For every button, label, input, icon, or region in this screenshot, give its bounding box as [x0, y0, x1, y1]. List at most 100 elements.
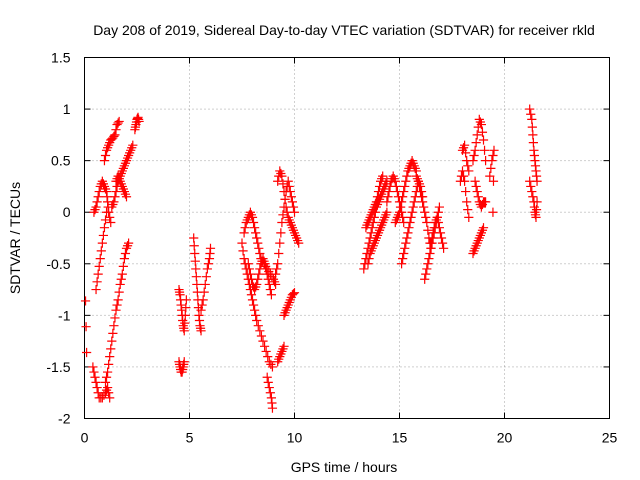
data-point: [95, 254, 105, 264]
data-point: [98, 230, 108, 241]
data-point: [383, 192, 393, 202]
data-point: [180, 318, 190, 328]
data-point: [428, 228, 438, 238]
data-point: [526, 109, 536, 119]
data-point: [422, 217, 432, 228]
data-point: [104, 359, 114, 369]
data-point: [422, 264, 432, 274]
data-point: [119, 254, 129, 264]
data-point: [106, 344, 116, 354]
data-point: [531, 205, 542, 215]
data-point: [461, 186, 471, 197]
data-point: [279, 341, 289, 351]
data-point: [401, 176, 411, 186]
data-point: [419, 202, 429, 212]
data-point: [384, 186, 394, 197]
data-point: [404, 223, 414, 233]
data-point: [423, 225, 433, 235]
data-point: [245, 269, 255, 279]
data-point: [394, 207, 405, 217]
data-point: [425, 248, 435, 259]
data-point: [273, 176, 283, 186]
data-point: [283, 176, 293, 186]
data-point: [252, 315, 262, 326]
data-point: [251, 228, 261, 238]
data-point: [191, 272, 201, 282]
data-point: [94, 186, 104, 197]
y-axis-label: SDTVAR / TECUs: [7, 182, 23, 294]
data-point: [289, 288, 300, 298]
data-point: [261, 264, 271, 274]
data-point: [110, 130, 120, 140]
data-point: [124, 238, 134, 248]
data-point: [525, 104, 535, 114]
data-point: [263, 274, 273, 284]
data-point: [128, 140, 138, 150]
data-point: [478, 135, 489, 145]
data-point: [472, 186, 482, 197]
data-point: [197, 300, 207, 310]
data-point: [117, 269, 127, 279]
y-tick-label: 0.5: [51, 153, 71, 169]
y-tick-label: 1: [63, 101, 71, 117]
data-point: [276, 228, 286, 238]
data-point: [414, 181, 425, 192]
y-axis: -2 -1.5 -1 -0.5 0 0.5 1 1.5: [46, 50, 610, 427]
data-point: [100, 215, 111, 225]
data-point: [277, 217, 287, 228]
data-point: [267, 403, 278, 413]
data-point: [382, 207, 392, 217]
data-point: [281, 202, 291, 212]
data-point: [403, 228, 413, 238]
y-tick-label: -2: [58, 411, 71, 427]
data-point: [418, 197, 428, 207]
data-point: [526, 181, 536, 192]
data-point: [472, 130, 482, 140]
data-point: [434, 202, 444, 212]
data-point: [469, 150, 479, 161]
data-point: [374, 181, 385, 192]
data-point: [181, 295, 191, 305]
data-point: [190, 256, 200, 266]
data-point: [488, 150, 498, 161]
data-point: [421, 269, 431, 279]
data-point: [471, 181, 481, 192]
data-point: [289, 207, 300, 217]
data-point: [80, 296, 91, 306]
data-point: [397, 259, 407, 269]
data-point: [470, 145, 480, 155]
data-point: [120, 248, 131, 259]
data-point: [107, 336, 117, 346]
y-tick-label: 1.5: [51, 50, 71, 66]
x-tick-label: 25: [602, 430, 618, 446]
data-point: [382, 197, 392, 207]
data-point: [372, 192, 383, 202]
data-point: [101, 207, 112, 217]
data-point: [256, 331, 267, 341]
data-point: [286, 192, 296, 202]
data-point: [111, 305, 121, 315]
data-point: [94, 261, 104, 271]
data-point: [364, 254, 374, 264]
data-point: [113, 295, 123, 305]
data-point: [104, 388, 114, 398]
data-point: [82, 347, 92, 358]
data-point: [525, 176, 535, 186]
data-point: [391, 181, 401, 192]
data-point: [113, 118, 123, 128]
data-point: [473, 192, 483, 202]
data-point: [105, 352, 115, 362]
data-point: [179, 357, 189, 367]
data-point: [489, 145, 499, 155]
data-point: [180, 310, 190, 320]
data-point: [91, 377, 101, 387]
data-point: [527, 186, 537, 197]
data-point: [101, 372, 112, 382]
data-point: [275, 238, 285, 248]
data-point: [253, 321, 263, 331]
data-point: [528, 137, 538, 148]
data-point: [399, 186, 409, 197]
data-point: [181, 303, 191, 313]
data-point: [402, 171, 412, 181]
data-point: [528, 192, 538, 202]
